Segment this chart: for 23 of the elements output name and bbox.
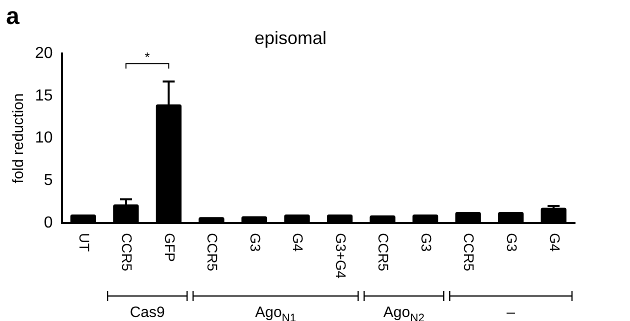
y-tick-label: 20 [35, 45, 53, 62]
x-tick-label: GFP [162, 233, 178, 262]
x-tick-label: UT [76, 233, 92, 252]
text: Cas9 [130, 304, 165, 321]
x-tick-label: G3 [418, 233, 434, 252]
x-tick-label: G3+G4 [332, 233, 349, 279]
x-tick-label: G3 [247, 233, 264, 252]
annotation: * [144, 50, 150, 65]
y-tick-label: 15 [35, 87, 53, 104]
x-tick-label: CCR5 [461, 233, 478, 272]
chart-title: episomal [254, 28, 327, 48]
x-tick-label: CCR5 [376, 233, 392, 272]
text: a [6, 3, 20, 30]
x-tick-label: G3 [504, 233, 520, 252]
x-tick-label: G4 [546, 233, 563, 252]
text: – [506, 304, 516, 321]
x-tick-label: CCR5 [204, 233, 221, 272]
x-tick-label: CCR5 [119, 233, 136, 272]
y-tick-label: 5 [44, 172, 53, 190]
y-axis-title: fold reduction [10, 93, 28, 184]
x-tick-label: G4 [290, 233, 306, 252]
y-tick-label: 10 [35, 130, 53, 147]
y-tick-label: 0 [44, 214, 53, 232]
